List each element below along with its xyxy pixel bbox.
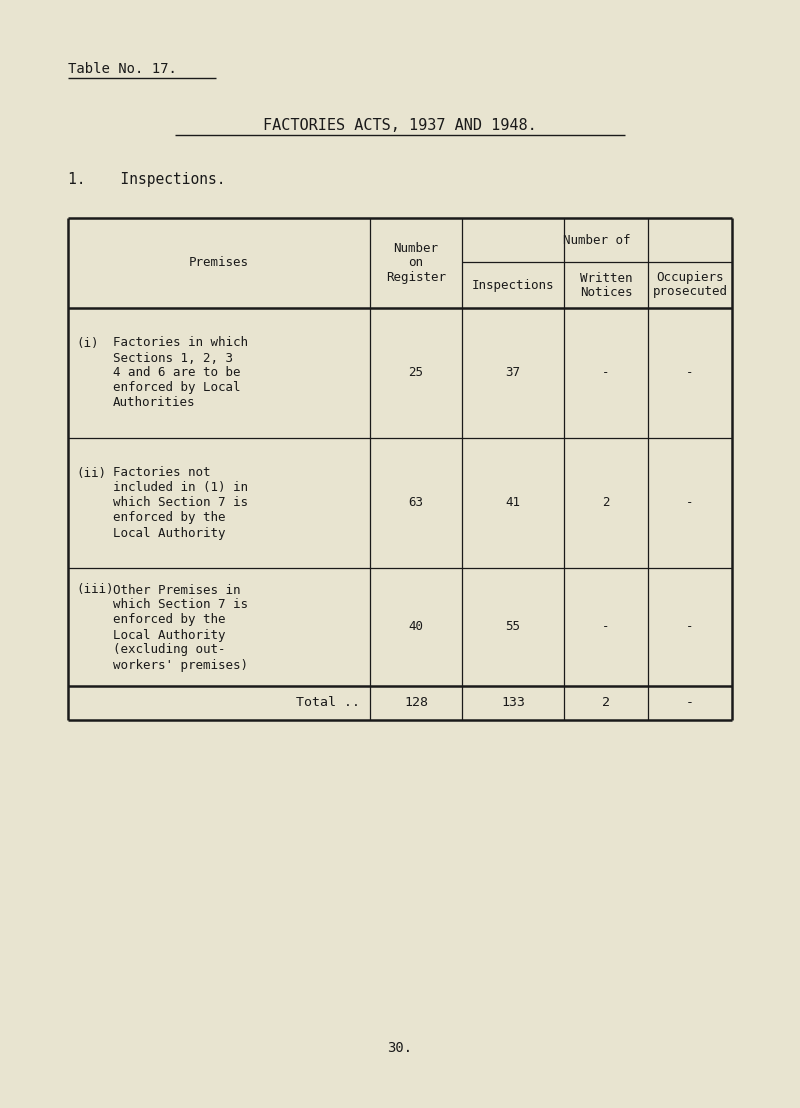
- Text: included in (1) in: included in (1) in: [113, 482, 248, 494]
- Text: 133: 133: [501, 697, 525, 709]
- Text: (ii): (ii): [76, 466, 106, 480]
- Text: Factories in which: Factories in which: [113, 337, 248, 349]
- Text: 40: 40: [409, 620, 423, 634]
- Text: Premises: Premises: [189, 256, 249, 269]
- Text: (iii): (iii): [76, 584, 114, 596]
- Text: Register: Register: [386, 270, 446, 284]
- Text: 2: 2: [602, 697, 610, 709]
- Text: Other Premises in: Other Premises in: [113, 584, 241, 596]
- Text: Notices: Notices: [580, 286, 632, 298]
- Text: 4 and 6 are to be: 4 and 6 are to be: [113, 367, 241, 380]
- Text: Total ..: Total ..: [296, 697, 360, 709]
- Text: enforced by the: enforced by the: [113, 614, 226, 626]
- Text: 63: 63: [409, 496, 423, 510]
- Text: 2: 2: [602, 496, 610, 510]
- Text: -: -: [686, 496, 694, 510]
- Text: 55: 55: [506, 620, 521, 634]
- Text: on: on: [409, 256, 423, 269]
- Text: Local Authority: Local Authority: [113, 526, 226, 540]
- Text: enforced by the: enforced by the: [113, 512, 226, 524]
- Text: 41: 41: [506, 496, 521, 510]
- Text: 1.    Inspections.: 1. Inspections.: [68, 172, 226, 187]
- Text: Number: Number: [394, 243, 438, 256]
- Text: Local Authority: Local Authority: [113, 628, 226, 642]
- Text: -: -: [686, 367, 694, 380]
- Text: 30.: 30.: [387, 1042, 413, 1055]
- Text: Inspections: Inspections: [472, 278, 554, 291]
- Text: -: -: [686, 697, 694, 709]
- Text: Occupiers: Occupiers: [656, 271, 724, 285]
- Text: (i): (i): [76, 337, 98, 349]
- Text: which Section 7 is: which Section 7 is: [113, 496, 248, 510]
- Text: 25: 25: [409, 367, 423, 380]
- Text: enforced by Local: enforced by Local: [113, 381, 241, 394]
- Text: Written: Written: [580, 271, 632, 285]
- Text: 128: 128: [404, 697, 428, 709]
- Text: -: -: [602, 620, 610, 634]
- Text: Table No. 17.: Table No. 17.: [68, 62, 177, 76]
- Text: workers' premises): workers' premises): [113, 658, 248, 671]
- Text: Sections 1, 2, 3: Sections 1, 2, 3: [113, 351, 233, 365]
- Text: 37: 37: [506, 367, 521, 380]
- Text: (excluding out-: (excluding out-: [113, 644, 226, 657]
- Text: FACTORIES ACTS, 1937 AND 1948.: FACTORIES ACTS, 1937 AND 1948.: [263, 117, 537, 133]
- Text: Authorities: Authorities: [113, 397, 195, 410]
- Text: -: -: [602, 367, 610, 380]
- Text: which Section 7 is: which Section 7 is: [113, 598, 248, 612]
- Text: -: -: [686, 620, 694, 634]
- Text: prosecuted: prosecuted: [653, 286, 727, 298]
- Text: Number of: Number of: [563, 234, 630, 246]
- Text: Factories not: Factories not: [113, 466, 210, 480]
